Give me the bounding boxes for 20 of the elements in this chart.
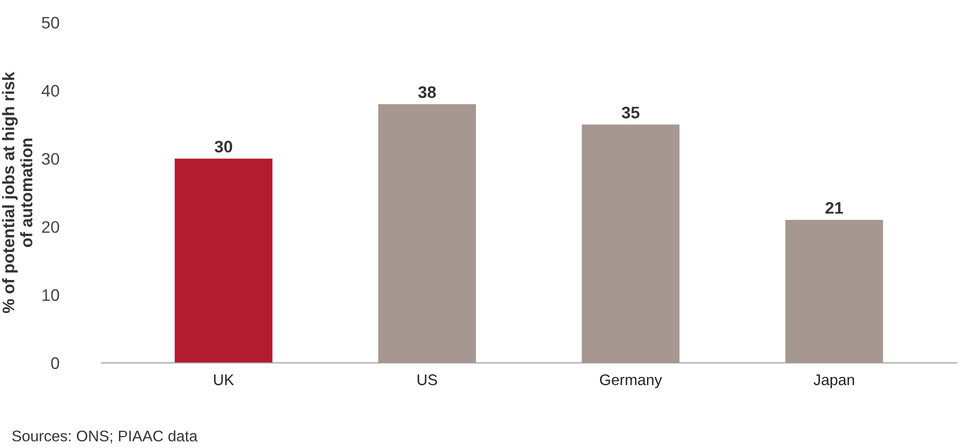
x-tick-label: UK	[214, 374, 234, 386]
bar	[582, 124, 680, 363]
data-label: 38	[418, 86, 436, 98]
bar	[174, 158, 272, 363]
data-label: 35	[622, 106, 640, 118]
y-tick-label: 30	[42, 152, 60, 165]
y-tick-label: 40	[42, 84, 60, 97]
y-tick-label: 0	[51, 357, 60, 370]
data-label: 30	[214, 140, 232, 153]
y-tick-label: 10	[42, 289, 60, 301]
x-tick-label: Germany	[600, 374, 662, 388]
bar	[378, 104, 476, 363]
source-note: Sources: ONS; PIAAC data	[12, 430, 198, 444]
y-tick-label: 20	[42, 221, 60, 233]
x-tick-label: Japan	[814, 374, 854, 388]
x-tick-label: US	[418, 374, 438, 386]
bar	[785, 220, 884, 363]
y-axis-title: % of potential jobs at high risk of automation	[2, 72, 32, 314]
data-label: 21	[826, 202, 844, 214]
y-tick-label: 50	[42, 16, 60, 29]
